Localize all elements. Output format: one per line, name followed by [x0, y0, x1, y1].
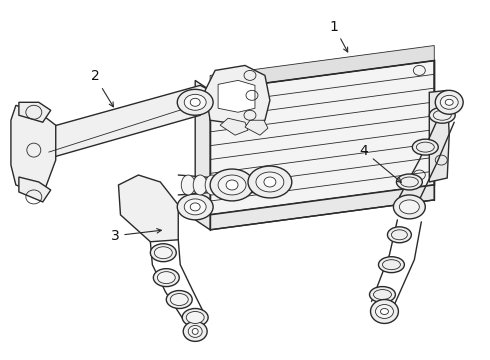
Ellipse shape [226, 180, 238, 190]
Polygon shape [220, 118, 248, 135]
Ellipse shape [378, 257, 404, 273]
Ellipse shape [192, 328, 198, 334]
Ellipse shape [186, 311, 204, 323]
Ellipse shape [218, 175, 246, 195]
Ellipse shape [380, 309, 389, 315]
Polygon shape [429, 90, 449, 182]
Polygon shape [205, 66, 270, 125]
Text: 3: 3 [111, 229, 161, 243]
Polygon shape [195, 80, 210, 230]
Ellipse shape [184, 94, 206, 110]
Ellipse shape [399, 200, 419, 214]
Ellipse shape [183, 321, 207, 341]
Ellipse shape [171, 293, 188, 306]
Ellipse shape [181, 175, 195, 195]
Ellipse shape [413, 139, 438, 155]
Ellipse shape [166, 291, 192, 309]
Ellipse shape [435, 90, 463, 114]
Ellipse shape [190, 98, 200, 106]
Polygon shape [245, 120, 268, 135]
Ellipse shape [205, 175, 219, 195]
Ellipse shape [388, 227, 412, 243]
Text: 1: 1 [330, 19, 348, 52]
Ellipse shape [157, 272, 175, 284]
Ellipse shape [369, 287, 395, 302]
Polygon shape [210, 45, 434, 90]
Polygon shape [210, 185, 434, 230]
Ellipse shape [429, 107, 455, 123]
Ellipse shape [177, 89, 213, 115]
Ellipse shape [445, 99, 453, 105]
Ellipse shape [153, 269, 179, 287]
Ellipse shape [210, 169, 254, 201]
Ellipse shape [370, 300, 398, 323]
Ellipse shape [182, 309, 208, 327]
Ellipse shape [264, 177, 276, 187]
Ellipse shape [177, 194, 213, 220]
Polygon shape [19, 102, 51, 122]
Text: 2: 2 [91, 69, 113, 107]
Polygon shape [119, 175, 178, 242]
Text: 4: 4 [360, 144, 401, 183]
Ellipse shape [193, 175, 207, 195]
Polygon shape [218, 80, 255, 112]
Polygon shape [210, 60, 434, 215]
Ellipse shape [256, 172, 284, 192]
Ellipse shape [150, 244, 176, 262]
Ellipse shape [190, 203, 200, 211]
Ellipse shape [184, 199, 206, 215]
Ellipse shape [188, 325, 202, 337]
Ellipse shape [154, 247, 172, 259]
Ellipse shape [248, 166, 292, 198]
Polygon shape [11, 105, 56, 195]
Ellipse shape [393, 195, 425, 219]
Ellipse shape [440, 95, 458, 109]
Ellipse shape [396, 174, 422, 190]
Polygon shape [19, 177, 51, 202]
Ellipse shape [375, 305, 393, 319]
Polygon shape [36, 85, 210, 160]
